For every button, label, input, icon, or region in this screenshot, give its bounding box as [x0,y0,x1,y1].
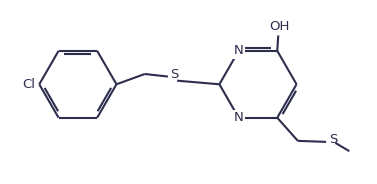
Text: S: S [329,133,337,146]
Text: N: N [234,111,244,124]
Text: OH: OH [270,20,290,33]
Text: N: N [234,44,244,57]
Text: S: S [170,68,179,81]
Text: Cl: Cl [22,78,35,91]
